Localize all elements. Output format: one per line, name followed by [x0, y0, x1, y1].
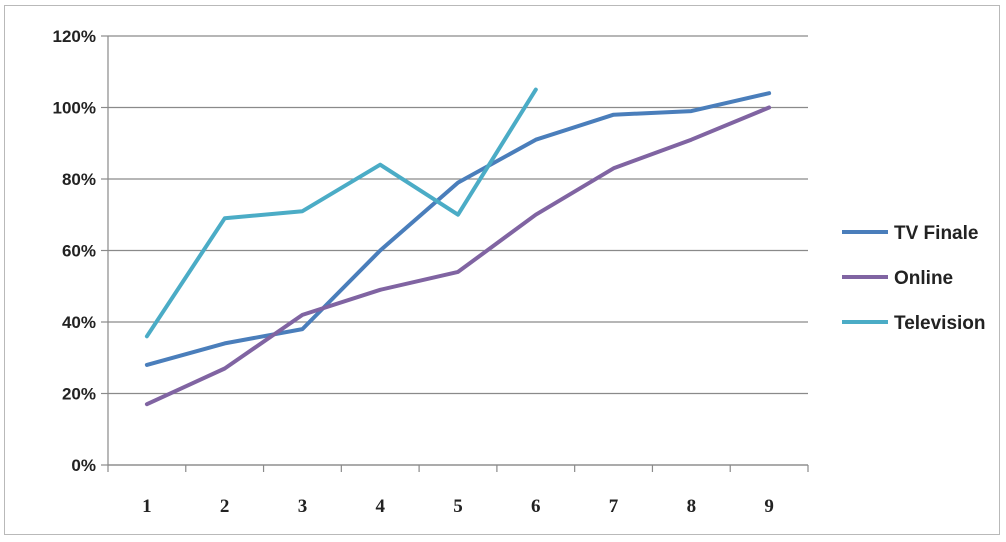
legend-label: TV Finale — [894, 223, 978, 244]
chart-frame — [4, 5, 1000, 535]
series-line-television — [144, 87, 538, 339]
y-tick-label: 40% — [62, 313, 96, 332]
gridlines — [108, 35, 808, 466]
series-line-online — [144, 105, 772, 407]
x-tick-label: 6 — [531, 496, 541, 517]
series-line-tv-finale — [144, 91, 772, 367]
y-tick-label: 80% — [62, 170, 96, 189]
x-tick-label: 5 — [453, 496, 463, 517]
legend: TV Finale Online Television — [842, 223, 986, 334]
y-axis-ticks: 0% 20% 40% 60% 80% 100% 120% — [53, 27, 108, 475]
y-tick-label: 100% — [53, 99, 96, 118]
x-tick-label: 2 — [220, 496, 230, 517]
y-tick-label: 20% — [62, 385, 96, 404]
x-tick-label: 7 — [609, 496, 619, 517]
legend-label: Television — [894, 313, 986, 334]
y-tick-label: 0% — [71, 456, 96, 475]
y-tick-label: 120% — [53, 27, 96, 46]
series-lines — [144, 87, 772, 407]
x-tick-label: 4 — [375, 496, 385, 517]
x-tick-label: 8 — [687, 496, 697, 517]
x-axis-ticks: 1 2 3 4 5 6 7 8 9 — [107, 465, 809, 517]
y-tick-label: 60% — [62, 242, 96, 261]
x-tick-label: 9 — [764, 496, 774, 517]
x-tick-label: 3 — [298, 496, 308, 517]
x-tick-label: 1 — [142, 496, 152, 517]
legend-label: Online — [894, 268, 953, 289]
